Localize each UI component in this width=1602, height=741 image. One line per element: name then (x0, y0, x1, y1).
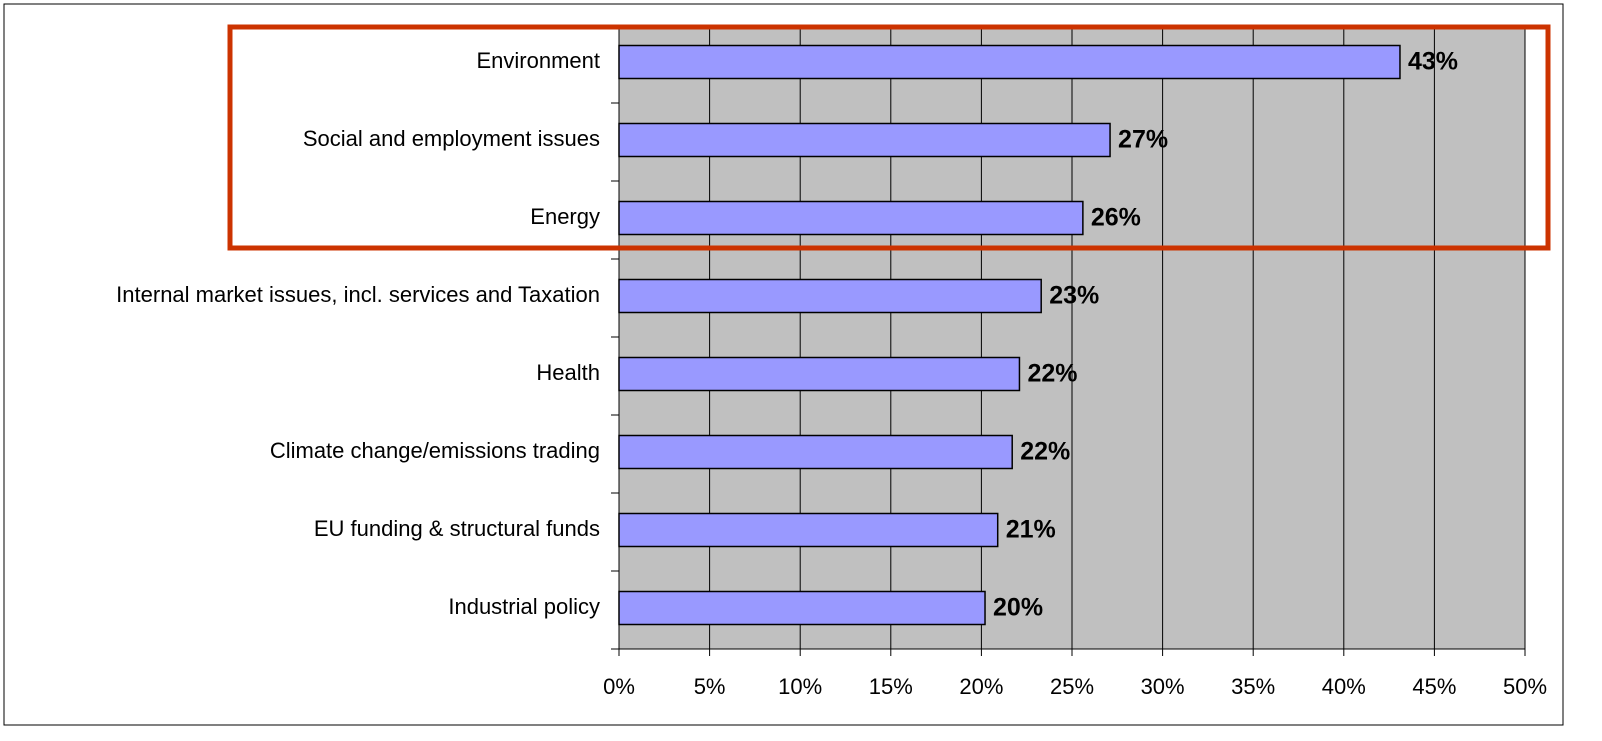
highlight-box (227, 24, 1551, 251)
x-tick-label: 5% (694, 674, 726, 699)
x-tick-label: 30% (1141, 674, 1185, 699)
x-tick-label: 25% (1050, 674, 1094, 699)
y-tick-label: Industrial policy (448, 594, 600, 619)
bar (618, 200, 1084, 236)
value-label: 22% (1020, 438, 1070, 466)
x-tick-label: 40% (1322, 674, 1366, 699)
value-label: 26% (1091, 204, 1141, 232)
bar (618, 512, 999, 548)
x-tick-label: 35% (1231, 674, 1275, 699)
value-label: 27% (1118, 126, 1168, 154)
bar (618, 590, 986, 626)
value-label: 22% (1027, 360, 1077, 388)
value-label: 20% (993, 594, 1043, 622)
bar (618, 44, 1401, 80)
x-tick-label: 50% (1503, 674, 1547, 699)
value-label: 23% (1049, 282, 1099, 310)
bar (618, 356, 1021, 392)
x-tick-label: 45% (1412, 674, 1456, 699)
y-tick-label: Internal market issues, incl. services a… (116, 282, 600, 307)
y-tick-label: Climate change/emissions trading (270, 438, 600, 463)
y-tick-label: Health (536, 360, 600, 385)
bar (618, 278, 1042, 314)
value-label: 21% (1006, 516, 1056, 544)
value-label: 43% (1408, 48, 1458, 76)
y-tick-label: EU funding & structural funds (314, 516, 600, 541)
x-tick-label: 10% (778, 674, 822, 699)
x-tick-label: 0% (603, 674, 635, 699)
y-tick-label: Environment (476, 48, 600, 73)
x-tick-label: 20% (959, 674, 1003, 699)
y-tick-label: Social and employment issues (303, 126, 600, 151)
marks: 0% 5% 10% 15% 20% 25% 30% 35% 40% 45% 50% Environme… (116, 24, 1547, 699)
y-tick-label: Energy (530, 204, 600, 229)
bar (618, 122, 1111, 158)
x-tick-label: 15% (869, 674, 913, 699)
bar (618, 434, 1013, 470)
